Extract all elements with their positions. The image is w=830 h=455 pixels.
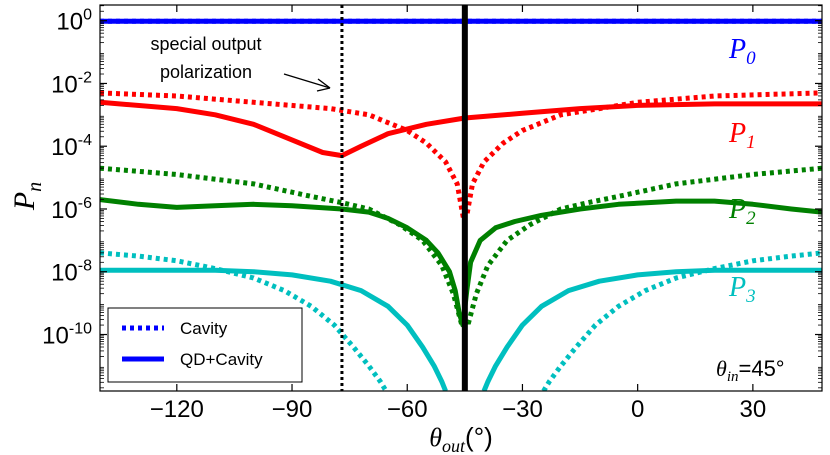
inset-label-value: =45°	[738, 356, 784, 381]
inset-label-sub: in	[727, 369, 739, 385]
annotation: special output polarization	[150, 34, 331, 92]
y-tick-label: 100	[56, 7, 92, 36]
x-tick-label: 0	[631, 396, 644, 423]
annotation-line2: polarization	[160, 62, 252, 82]
annotation-arrow-shaft	[283, 73, 331, 89]
y-axis-symbol: P	[8, 192, 41, 211]
inset-label-symbol: θ	[716, 356, 727, 381]
svg-text:Pn: Pn	[8, 182, 46, 211]
series-labels: P0 P1 P2 P3	[728, 34, 756, 307]
y-axis-sub: n	[24, 182, 46, 192]
x-axis-sub: out	[442, 436, 466, 455]
x-tick-label: −120	[150, 396, 204, 423]
legend-box	[107, 307, 303, 383]
vline-layer	[340, 5, 468, 391]
p3-qd-cavity-line	[100, 267, 448, 391]
x-tick-label: −90	[272, 396, 313, 423]
legend-label-cavity: Cavity	[180, 319, 228, 338]
x-tick-label: −60	[387, 396, 428, 423]
p3-cavity-line-right	[541, 250, 822, 391]
tick-layer: −120 −90 −60 −30 0 30 100 10-2 10-4 10-6 10-8 10-10	[42, 5, 822, 423]
y-tick-label: 10-6	[51, 195, 92, 224]
y-axis-label: Pn	[8, 182, 46, 211]
series-label-p1: P1	[728, 118, 756, 153]
y-tick-label: 10-8	[51, 258, 92, 287]
inset-label: θin=45°	[716, 356, 785, 385]
y-tick-label: 10-10	[42, 321, 92, 350]
x-axis-symbol: θ	[429, 423, 442, 452]
plot-frame	[99, 4, 823, 392]
annotation-line1: special output	[150, 34, 261, 54]
x-tick-label: −30	[502, 396, 543, 423]
x-tick-label: 30	[740, 396, 767, 423]
series-label-p2: P2	[728, 194, 756, 229]
p1-qd-cavity-line	[100, 99, 822, 159]
series-label-p0: P0	[728, 34, 756, 69]
legend-label-qd-cavity: QD+Cavity	[180, 350, 263, 369]
p3-cavity-line	[100, 250, 389, 391]
annotation-arrow-head	[316, 78, 331, 92]
x-axis-label: θout(°)	[429, 422, 493, 455]
y-tick-label: 10-4	[51, 132, 92, 161]
y-tick-label: 10-2	[51, 69, 92, 98]
p2-qd-cavity-line	[100, 197, 822, 328]
x-axis-unit: (°)	[465, 422, 493, 452]
legend: Cavity QD+Cavity	[107, 307, 303, 383]
series-label-p3: P3	[728, 272, 756, 307]
p3-qd-cavity-line-right	[481, 267, 822, 391]
